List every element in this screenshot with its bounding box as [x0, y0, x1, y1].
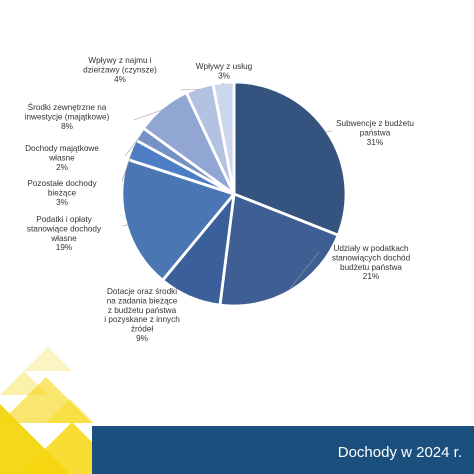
slice-label-line: Pozostałe dochody — [27, 179, 97, 188]
decor-triangle-2 — [0, 377, 92, 423]
slice-label-line: budżetu państwa — [340, 263, 402, 272]
pie-slices — [120, 80, 348, 308]
slice-label-line: stanowiących dochód — [332, 253, 411, 262]
slice-value-4: 3% — [56, 198, 68, 207]
decor-triangle-5 — [46, 399, 94, 423]
slice-label-2: Dotacje oraz środki na zadania bieżące z b… — [104, 287, 180, 343]
slice-label-line: stanowiące dochody — [27, 224, 102, 233]
slice-label-6: Środki zewnętrzne na inwestycje (majątkow… — [25, 101, 110, 131]
slice-label-4: Pozostałe dochody bieżące 3% — [27, 179, 97, 207]
footer-title: Dochody w 2024 r. — [338, 444, 462, 461]
slice-label-1: Udziały w podatkach stanowiących dochód bu… — [332, 244, 411, 281]
slice-label-line: Dochody majątkowe — [25, 144, 99, 153]
slice-value-6: 8% — [61, 122, 73, 131]
slice-value-7: 4% — [114, 75, 126, 84]
pie-slice-1 — [218, 192, 340, 308]
leader-line-3 — [122, 224, 129, 227]
slice-label-line: Środki zewnętrzne na — [28, 101, 107, 112]
leader-line-5 — [124, 134, 142, 157]
slice-label-5: Dochody majątkowe własne 2% — [25, 144, 99, 172]
slice-label-line: bieżące — [48, 188, 77, 197]
leader-line-1 — [289, 251, 320, 289]
pie-slice-8 — [211, 80, 236, 196]
leader-line-6 — [133, 108, 164, 121]
leader-line-2 — [188, 294, 191, 297]
slice-value-5: 2% — [56, 163, 68, 172]
footer-band — [92, 426, 474, 474]
leader-line-4 — [121, 150, 134, 182]
slice-value-2: 9% — [136, 334, 148, 343]
slice-label-line: państwa — [360, 128, 391, 137]
slice-label-line: inwestycje (majątkowe) — [25, 112, 110, 121]
leader-line-7 — [180, 89, 201, 91]
slice-label-line: własne — [50, 234, 77, 243]
slice-label-3: Podatki i opłaty stanowiące dochody własne… — [27, 215, 102, 252]
slice-label-line: Podatki i opłaty — [36, 215, 92, 224]
slice-label-line: na zadania bieżące — [107, 296, 178, 305]
slice-label-8: Wpływy z usług 3% — [196, 62, 253, 80]
leader-line-8 — [221, 82, 224, 85]
slice-value-0: 31% — [367, 138, 383, 147]
slice-label-line: i pozyskane z innych — [104, 315, 180, 324]
slice-value-8: 3% — [218, 71, 230, 80]
slice-value-3: 19% — [56, 243, 72, 252]
slice-label-line: Udziały w podatkach — [333, 244, 409, 253]
slice-label-0: Subwencje z budżetu państwa 31% — [336, 119, 414, 147]
slice-value-1: 21% — [363, 272, 379, 281]
slice-label-line: Subwencje z budżetu — [336, 119, 414, 128]
decor-triangle-1 — [24, 347, 72, 371]
slice-label-line: Wpływy z usług — [196, 62, 253, 71]
slice-label-line: dzierżawy (czynsze) — [83, 65, 157, 74]
slice-label-line: Wpływy z najmu i — [88, 56, 151, 65]
leader-lines — [121, 82, 333, 297]
slice-label-line: źródeł — [131, 325, 153, 334]
slice-label-line: z budżetu państwa — [108, 306, 177, 315]
leader-line-0 — [324, 130, 333, 133]
slice-label-7: Wpływy z najmu i dzierżawy (czynsze) 4% — [83, 56, 157, 84]
slice-label-line: Dotacje oraz środki — [107, 287, 177, 296]
slice-labels: Subwencje z budżetu państwa 31% Udziały w p… — [25, 56, 415, 343]
pie-slice-0 — [232, 80, 348, 237]
slice-label-line: własne — [48, 153, 75, 162]
